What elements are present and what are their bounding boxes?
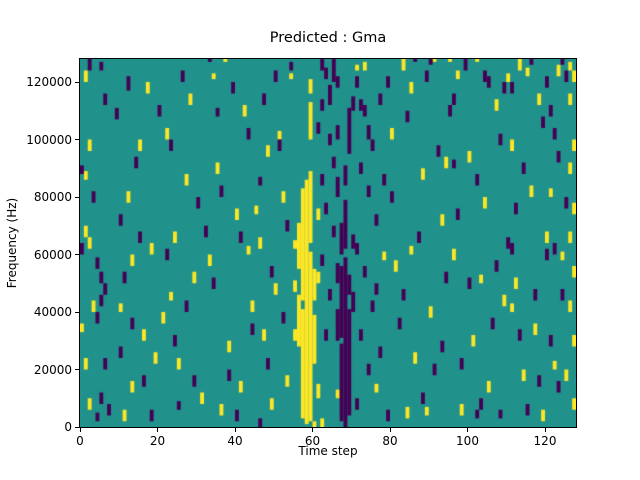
x-tick-mark <box>157 428 158 432</box>
y-tick-label: 40000 <box>34 305 72 319</box>
x-tick-mark <box>312 428 313 432</box>
plot-area <box>79 58 577 428</box>
x-tick-mark <box>467 428 468 432</box>
y-tick-label: 100000 <box>26 133 72 147</box>
y-tick-mark <box>75 369 79 370</box>
x-axis-label: Time step <box>80 444 576 458</box>
y-tick-mark <box>75 197 79 198</box>
y-tick-label: 120000 <box>26 75 72 89</box>
y-axis-label: Frequency (Hz) <box>5 198 19 289</box>
y-tick-mark <box>75 139 79 140</box>
figure: Predicted : Gma 0 20 40 60 80 100 120 0 20000 400… <box>0 0 640 480</box>
y-tick-label: 80000 <box>34 190 72 204</box>
y-tick-mark <box>75 254 79 255</box>
chart-title: Predicted : Gma <box>80 30 576 46</box>
y-tick-label: 20000 <box>34 363 72 377</box>
y-tick-label: 0 <box>64 420 72 434</box>
y-tick-label: 60000 <box>34 248 72 262</box>
heatmap-canvas <box>80 59 576 427</box>
x-tick-mark <box>390 428 391 432</box>
y-tick-mark <box>75 82 79 83</box>
x-tick-mark <box>235 428 236 432</box>
y-tick-mark <box>75 427 79 428</box>
x-tick-mark <box>80 428 81 432</box>
y-tick-mark <box>75 312 79 313</box>
x-tick-mark <box>545 428 546 432</box>
